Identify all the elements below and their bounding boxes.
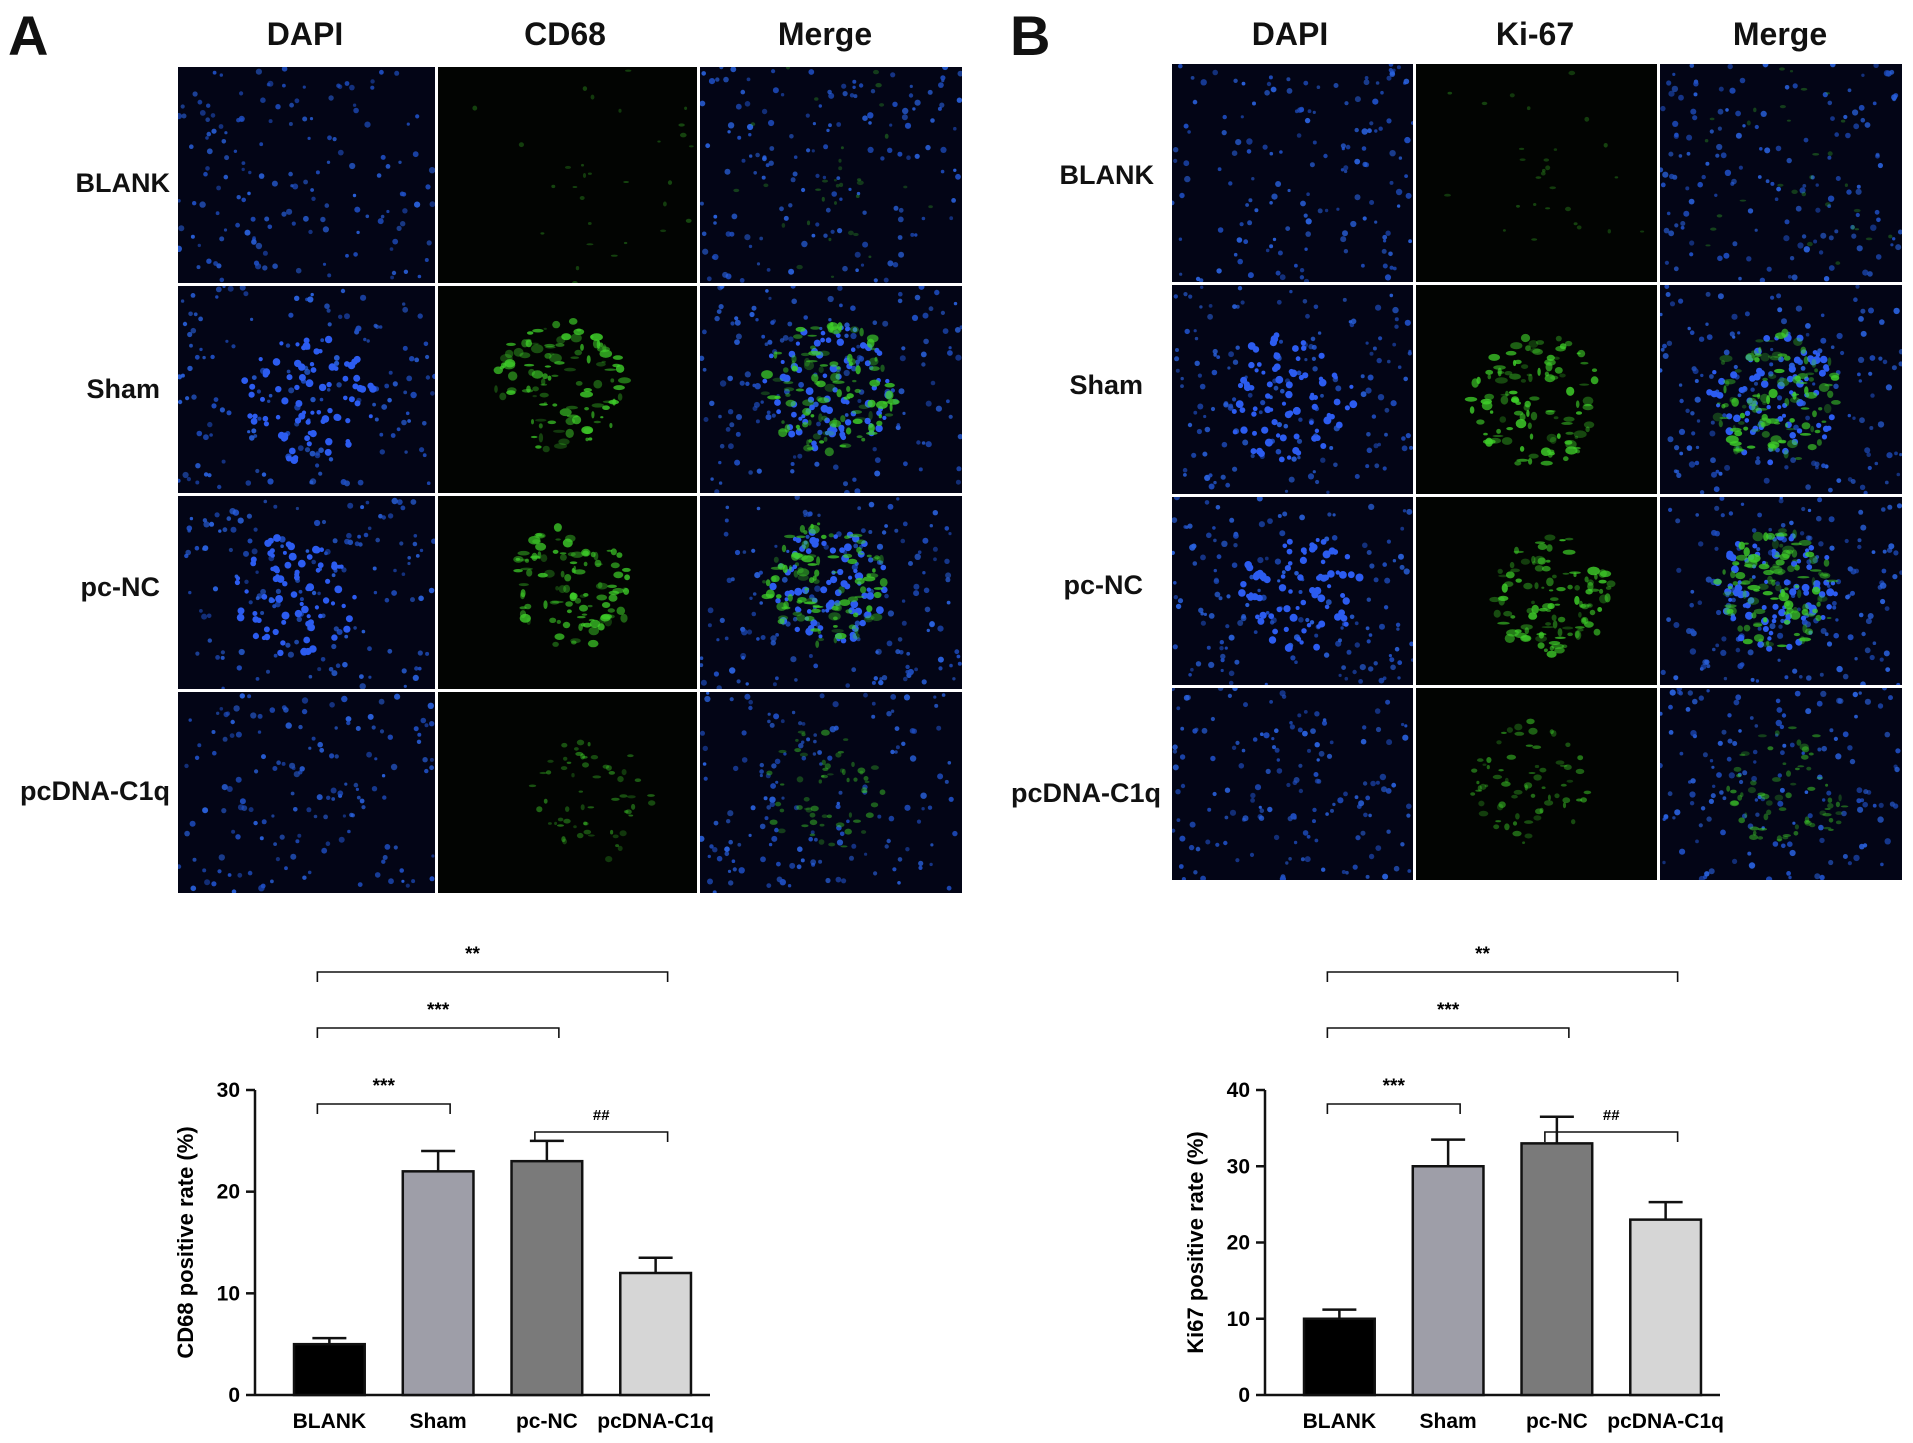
y-axis-label: Ki67 positive rate (%) (1183, 1131, 1208, 1354)
panel-a-row-pcnc: pc-NC (80, 572, 161, 602)
bar-blank (1302, 1317, 1376, 1397)
y-tick-label: 0 (228, 1384, 240, 1407)
micrograph-blank-dapi (178, 67, 435, 283)
x-tick-label: pcDNA-C1q (597, 1410, 714, 1433)
significance-label: *** (427, 1000, 450, 1021)
panel-a-col-cd68: CD68 (524, 16, 606, 52)
y-tick-label: 40 (1227, 1079, 1250, 1102)
micrograph-blank-cd68 (438, 67, 697, 283)
significance-bracket (1544, 1131, 1679, 1142)
significance-label: ** (1475, 944, 1490, 965)
micrograph-blank-merge (1660, 64, 1902, 282)
micrograph-blank-ki-67 (1416, 64, 1657, 282)
y-axis-label: CD68 positive rate (%) (173, 1126, 198, 1358)
micrograph-pc-nc-merge (700, 496, 962, 689)
micrograph-pcdna-c1q-dapi (178, 692, 435, 893)
panel-a-row-blank: BLANK (75, 168, 171, 198)
ki67-bar-chart: 0 10 20 30 40 Ki67 positive rate (%) BLANK Sham… (1183, 944, 1724, 1433)
micrograph-pc-nc-cd68 (438, 496, 697, 689)
significance-label: ## (1603, 1107, 1620, 1124)
y-tick-label: 20 (217, 1181, 240, 1204)
panel-b-col-ki67: Ki-67 (1495, 16, 1575, 52)
bar-pcdna-c1q (1629, 1218, 1703, 1397)
panel-a-col-merge: Merge (777, 16, 873, 52)
micrograph-pcdna-c1q-dapi (1172, 688, 1413, 880)
y-tick-label: 30 (217, 1079, 240, 1102)
x-tick-label: pcDNA-C1q (1607, 1410, 1724, 1433)
panel-a-row-pcdna: pcDNA-C1q (19, 776, 170, 806)
panel-b-image-grid (1172, 64, 1902, 880)
micrograph-pcdna-c1q-merge (1660, 688, 1902, 880)
x-tick-label: pc-NC (1526, 1410, 1588, 1433)
panel-b-row-pcnc: pc-NC (1063, 570, 1144, 600)
micrograph-sham-cd68 (438, 286, 697, 493)
significance-bracket (1326, 1027, 1570, 1038)
x-tick-label: pc-NC (516, 1410, 578, 1433)
significance-bracket (316, 1103, 451, 1114)
micrograph-sham-ki-67 (1416, 285, 1657, 494)
significance-bracket (1326, 1103, 1461, 1114)
panel-a-letter: A (8, 4, 49, 67)
bar-pcdna-c1q (619, 1271, 693, 1397)
panel-b-col-merge: Merge (1732, 16, 1828, 52)
micrograph-pc-nc-ki-67 (1416, 497, 1657, 685)
panel-b-col-dapi: DAPI (1251, 16, 1329, 52)
panel-a-image-grid (178, 67, 962, 893)
x-tick-label: BLANK (1303, 1410, 1377, 1433)
micrograph-pcdna-c1q-merge (700, 692, 962, 893)
panel-a-col-dapi: DAPI (266, 16, 344, 52)
micrograph-sham-dapi (178, 286, 435, 493)
micrograph-pc-nc-dapi (178, 496, 435, 689)
panel-b-row-blank: BLANK (1059, 160, 1155, 190)
micrograph-blank-merge (700, 67, 962, 283)
y-tick-label: 0 (1238, 1384, 1250, 1407)
micrograph-sham-dapi (1172, 285, 1413, 494)
bar-pc-nc (510, 1159, 584, 1397)
significance-bracket (316, 971, 669, 982)
significance-bracket (1326, 971, 1679, 982)
y-tick-label: 10 (217, 1282, 240, 1305)
bar-sham (1411, 1165, 1485, 1397)
micrograph-pc-nc-dapi (1172, 497, 1413, 685)
panel-b-row-sham: Sham (1069, 370, 1143, 400)
panel-b-letter: B (1010, 4, 1051, 67)
bar-pc-nc (1520, 1142, 1594, 1397)
significance-label: ## (593, 1107, 610, 1124)
micrograph-sham-merge (1660, 285, 1902, 494)
significance-label: *** (1383, 1076, 1406, 1097)
y-tick-label: 10 (1227, 1308, 1250, 1331)
micrograph-pcdna-c1q-ki-67 (1416, 688, 1657, 880)
x-tick-label: Sham (1420, 1410, 1477, 1433)
micrograph-sham-merge (700, 286, 962, 493)
micrograph-blank-dapi (1172, 64, 1413, 282)
panel-a-row-sham: Sham (86, 374, 160, 404)
x-tick-label: Sham (410, 1410, 467, 1433)
significance-label: *** (373, 1076, 396, 1097)
significance-label: ** (465, 944, 480, 965)
panel-b-row-pcdna: pcDNA-C1q (1010, 778, 1161, 808)
y-tick-label: 20 (1227, 1232, 1250, 1255)
cd68-bar-chart: 0 10 20 30 CD68 positive rate (%) BLANK Sham pc… (173, 944, 714, 1433)
bar-sham (401, 1170, 475, 1397)
micrograph-pcdna-c1q-cd68 (438, 692, 697, 893)
y-tick-label: 30 (1227, 1155, 1250, 1178)
bar-blank (292, 1342, 366, 1397)
significance-bracket (534, 1131, 669, 1142)
x-tick-label: BLANK (293, 1410, 367, 1433)
significance-label: *** (1437, 1000, 1460, 1021)
micrograph-pc-nc-merge (1660, 497, 1902, 685)
significance-bracket (316, 1027, 560, 1038)
